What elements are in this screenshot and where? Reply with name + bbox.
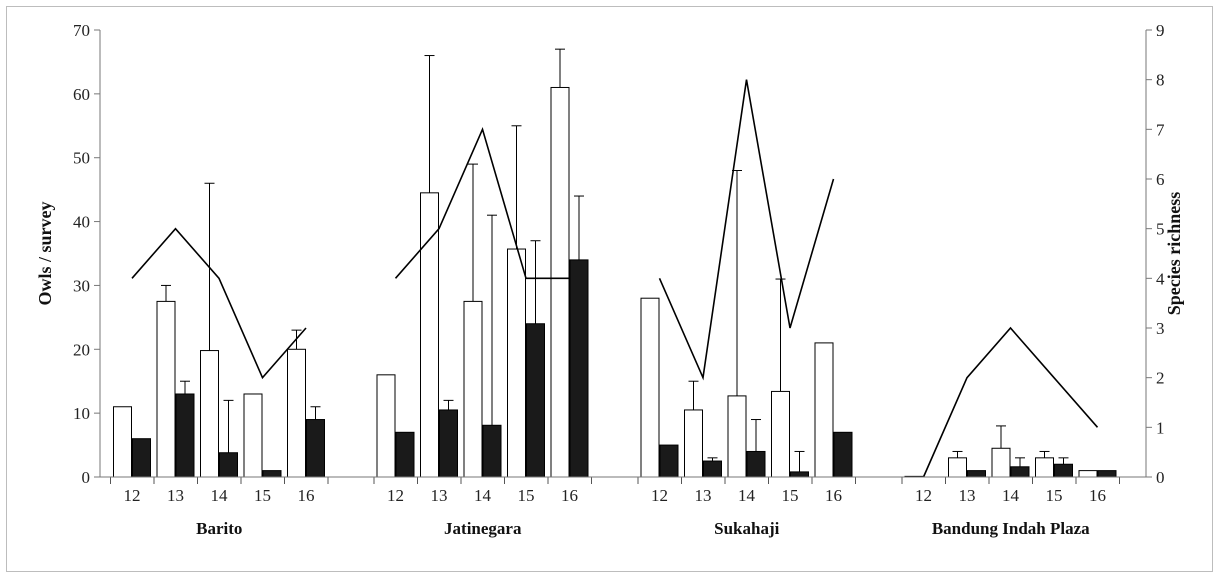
x-tick-label: 12 — [651, 486, 668, 505]
open-bar — [376, 374, 396, 478]
filled-bar — [1054, 463, 1073, 478]
y2-tick-label: 5 — [1156, 220, 1165, 239]
open-bar — [1078, 470, 1098, 478]
filled-bar — [395, 431, 415, 478]
x-tick-label: 13 — [695, 486, 712, 505]
y-tick-label: 40 — [73, 213, 90, 232]
y-axis-title: Owls / survey — [35, 201, 55, 305]
x-tick-label: 14 — [474, 486, 492, 505]
y-tick-label: 20 — [73, 340, 90, 359]
y-tick-label: 0 — [82, 468, 91, 487]
y2-tick-label: 0 — [1156, 468, 1165, 487]
open-bar — [1035, 457, 1054, 478]
y-tick-label: 50 — [73, 149, 90, 168]
x-tick-label: 16 — [298, 486, 315, 505]
x-tick-label: 14 — [211, 486, 229, 505]
filled-bar — [439, 409, 458, 478]
chart-marks — [113, 48, 1117, 478]
filled-bar — [262, 470, 282, 478]
y-tick-label: 30 — [73, 276, 90, 295]
x-tick-label: 16 — [1089, 486, 1106, 505]
open-bar — [420, 192, 439, 478]
x-tick-label: 12 — [915, 486, 932, 505]
x-tick-label: 13 — [431, 486, 448, 505]
open-bar — [113, 406, 132, 478]
open-bar — [200, 350, 219, 478]
y-tick-label: 70 — [73, 21, 90, 40]
y2-tick-label: 2 — [1156, 369, 1165, 388]
filled-bar — [569, 259, 589, 478]
open-bar — [156, 300, 176, 478]
filled-bar — [482, 424, 502, 478]
y2-tick-label: 9 — [1156, 21, 1165, 40]
open-bar — [727, 395, 747, 478]
filled-bar — [659, 444, 679, 478]
y2-tick-label: 7 — [1156, 120, 1165, 139]
y2-tick-label: 1 — [1156, 418, 1165, 437]
filled-bar — [1097, 470, 1117, 478]
species-richness-line — [658, 79, 835, 381]
open-bar — [771, 390, 790, 478]
x-tick-label: 15 — [518, 486, 535, 505]
y2-tick-label: 8 — [1156, 71, 1165, 90]
filled-bar — [833, 431, 853, 478]
open-bar — [640, 297, 660, 478]
filled-bar — [526, 323, 545, 478]
x-tick-label: 12 — [124, 486, 141, 505]
open-bar — [463, 300, 483, 478]
filled-bar — [132, 438, 151, 478]
y2-axis-title: Species richness — [1164, 192, 1184, 316]
open-bar — [243, 393, 263, 478]
x-tick-label: 15 — [254, 486, 271, 505]
open-bar — [684, 409, 703, 478]
y2-tick-label: 6 — [1156, 170, 1165, 189]
filled-bar — [746, 450, 766, 478]
x-tick-label: 12 — [387, 486, 404, 505]
open-bar — [991, 447, 1011, 478]
x-tick-label: 15 — [782, 486, 799, 505]
open-bar — [550, 86, 570, 478]
group-label: Bandung Indah Plaza — [932, 519, 1090, 538]
x-tick-label: 16 — [561, 486, 578, 505]
filled-bar — [175, 393, 195, 478]
x-tick-label: 14 — [738, 486, 756, 505]
open-bar — [948, 457, 967, 478]
species-richness-line — [131, 227, 307, 380]
open-bar — [814, 342, 834, 478]
group-label: Jatinegara — [444, 519, 522, 538]
species-richness-line — [922, 326, 1099, 478]
filled-bar — [219, 452, 238, 478]
species-richness-line — [394, 126, 570, 280]
filled-bar — [790, 471, 809, 478]
open-bar — [287, 348, 306, 478]
x-tick-label: 13 — [959, 486, 976, 505]
open-bar — [507, 248, 526, 478]
chart-frame: 12 13 14 15 16 Barito 12 13 14 15 16 Jatinegara 12 13… — [6, 6, 1213, 572]
y2-tick-label: 3 — [1156, 319, 1165, 338]
filled-bar — [967, 470, 986, 478]
x-tick-label: 13 — [167, 486, 184, 505]
x-tick-label: 14 — [1002, 486, 1020, 505]
y-tick-label: 10 — [73, 404, 90, 423]
filled-bar — [703, 460, 722, 478]
filled-bar — [306, 419, 325, 478]
filled-bar — [1010, 466, 1030, 478]
x-tick-label: 15 — [1046, 486, 1063, 505]
group-label: Sukahaji — [714, 519, 779, 538]
y2-tick-label: 4 — [1156, 269, 1165, 288]
y-tick-label: 60 — [73, 85, 90, 104]
group-label: Barito — [196, 519, 242, 538]
x-tick-label: 16 — [825, 486, 842, 505]
